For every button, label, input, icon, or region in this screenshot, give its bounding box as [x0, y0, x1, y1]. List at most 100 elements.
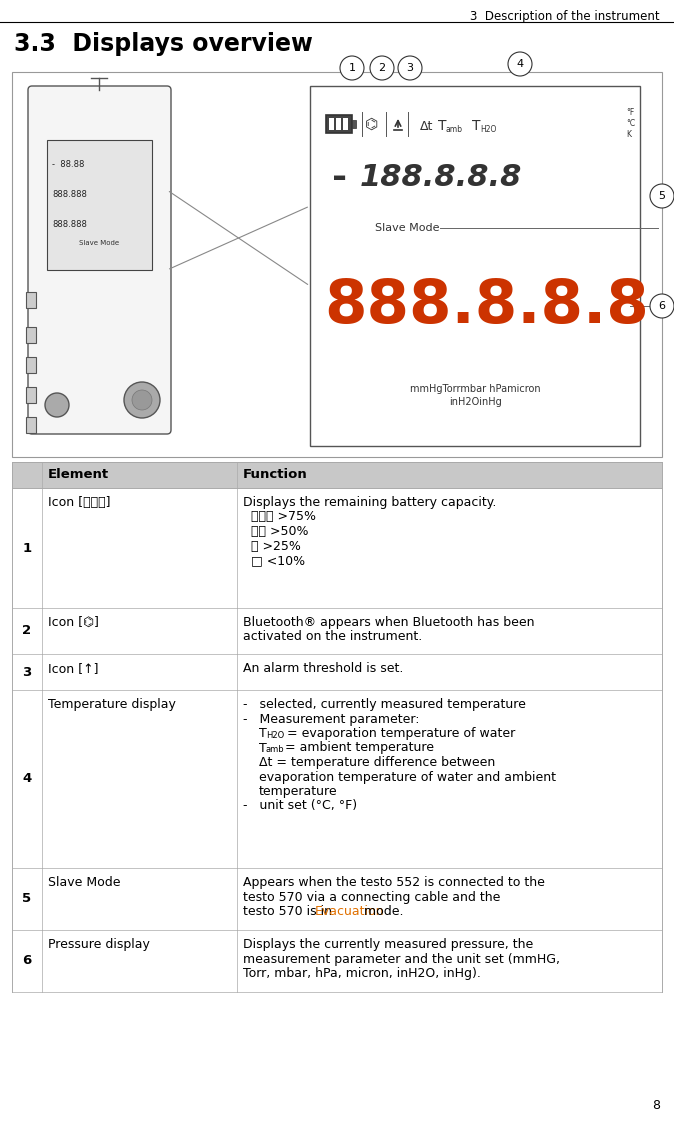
Text: Slave Mode: Slave Mode: [48, 876, 121, 889]
Text: ⧆ >25%: ⧆ >25%: [251, 539, 301, 553]
Circle shape: [370, 56, 394, 80]
Text: T: T: [259, 741, 267, 755]
Text: 5: 5: [22, 892, 32, 906]
Text: Appears when the testo 552 is connected to the: Appears when the testo 552 is connected …: [243, 876, 545, 889]
Bar: [26, 327, 36, 343]
Circle shape: [124, 382, 160, 418]
FancyBboxPatch shape: [28, 86, 171, 434]
Text: -  88.88: - 88.88: [52, 160, 84, 169]
Bar: [26, 417, 36, 433]
Text: testo 570 via a connecting cable and the: testo 570 via a connecting cable and the: [243, 890, 500, 904]
Circle shape: [650, 294, 674, 318]
Text: T: T: [438, 118, 446, 133]
Text: Pressure display: Pressure display: [48, 938, 150, 951]
Text: 6: 6: [658, 301, 665, 311]
Bar: [12, 869, 662, 929]
Text: -   selected, currently measured temperature: - selected, currently measured temperatu…: [243, 698, 526, 711]
Text: 2: 2: [378, 63, 386, 73]
Text: -   Measurement parameter:: - Measurement parameter:: [243, 713, 419, 725]
Bar: [310, 86, 640, 446]
Text: H2O: H2O: [480, 125, 496, 134]
Bar: [12, 72, 662, 457]
Text: 888.888: 888.888: [52, 220, 87, 229]
Text: Evacuation: Evacuation: [315, 905, 384, 918]
Text: Element: Element: [48, 468, 109, 482]
Text: 1: 1: [348, 63, 355, 73]
Text: An alarm threshold is set.: An alarm threshold is set.: [243, 662, 403, 675]
Bar: [26, 356, 36, 373]
Text: measurement parameter and the unit set (mmHG,: measurement parameter and the unit set (…: [243, 952, 560, 966]
Bar: [352, 120, 356, 127]
Text: T: T: [472, 118, 481, 133]
Bar: [26, 387, 36, 403]
Text: 4: 4: [516, 59, 524, 69]
Bar: [336, 118, 341, 130]
Bar: [47, 140, 152, 270]
Text: Slave Mode: Slave Mode: [79, 240, 119, 246]
Text: 5: 5: [658, 191, 665, 201]
Text: ⧆⧆ >50%: ⧆⧆ >50%: [251, 525, 309, 538]
Text: = ambient temperature: = ambient temperature: [281, 741, 434, 755]
Text: temperature: temperature: [259, 785, 338, 797]
Circle shape: [650, 184, 674, 208]
Text: 3  Description of the instrument: 3 Description of the instrument: [470, 10, 660, 23]
Text: -   unit set (°C, °F): - unit set (°C, °F): [243, 800, 357, 812]
Text: Δt = temperature difference between: Δt = temperature difference between: [259, 756, 495, 769]
Text: mmHgTorrmbar hPamicron: mmHgTorrmbar hPamicron: [410, 384, 541, 394]
Text: = evaporation temperature of water: = evaporation temperature of water: [283, 728, 515, 740]
Text: 2: 2: [22, 625, 32, 637]
Text: Torr, mbar, hPa, micron, inH2O, inHg).: Torr, mbar, hPa, micron, inH2O, inHg).: [243, 967, 481, 980]
Text: 6: 6: [22, 954, 32, 968]
Text: 888.888: 888.888: [52, 190, 87, 199]
Text: Icon [↑]: Icon [↑]: [48, 662, 98, 675]
Text: evaporation temperature of water and ambient: evaporation temperature of water and amb…: [259, 770, 556, 784]
Bar: [12, 462, 662, 488]
Circle shape: [398, 56, 422, 80]
Text: □ <10%: □ <10%: [251, 554, 305, 567]
Text: 3.3  Displays overview: 3.3 Displays overview: [14, 32, 313, 56]
Bar: [12, 929, 662, 992]
Text: H2O: H2O: [266, 731, 284, 740]
Text: T: T: [259, 728, 267, 740]
Circle shape: [508, 52, 532, 76]
Text: °F: °F: [626, 108, 634, 117]
Text: 8: 8: [652, 1099, 660, 1112]
Text: ⧆⧆⧆ >75%: ⧆⧆⧆ >75%: [251, 511, 316, 523]
Text: amb: amb: [446, 125, 463, 134]
Bar: [343, 118, 348, 130]
Bar: [326, 115, 352, 133]
Text: Displays the remaining battery capacity.: Displays the remaining battery capacity.: [243, 496, 496, 509]
Text: Icon [⧆⧆⧆]: Icon [⧆⧆⧆]: [48, 496, 111, 509]
Bar: [12, 488, 662, 608]
Text: mode.: mode.: [360, 905, 404, 918]
Bar: [12, 690, 662, 869]
Text: Icon [⌬]: Icon [⌬]: [48, 616, 99, 629]
Text: Δt: Δt: [420, 120, 433, 132]
Bar: [12, 654, 662, 690]
Text: 1: 1: [22, 541, 32, 555]
Text: Temperature display: Temperature display: [48, 698, 176, 711]
Text: amb: amb: [266, 746, 284, 755]
Text: inH2OinHg: inH2OinHg: [449, 397, 501, 407]
Text: activated on the instrument.: activated on the instrument.: [243, 631, 422, 643]
Circle shape: [132, 390, 152, 409]
Text: Function: Function: [243, 468, 307, 482]
Bar: [12, 608, 662, 654]
Text: -: -: [332, 161, 347, 195]
Text: testo 570 is in: testo 570 is in: [243, 905, 336, 918]
Text: 3: 3: [22, 666, 32, 679]
Text: 4: 4: [22, 773, 32, 785]
Circle shape: [45, 393, 69, 417]
Text: 188.8.8.8: 188.8.8.8: [360, 164, 522, 193]
Text: Slave Mode: Slave Mode: [375, 223, 439, 233]
Text: ⌬: ⌬: [365, 116, 379, 132]
Text: 888.8.8.8: 888.8.8.8: [324, 276, 649, 335]
Text: Bluetooth® appears when Bluetooth has been: Bluetooth® appears when Bluetooth has be…: [243, 616, 534, 629]
Text: 3: 3: [406, 63, 414, 73]
Bar: [329, 118, 334, 130]
Text: °C: °C: [626, 118, 635, 127]
Text: K: K: [626, 130, 631, 139]
Circle shape: [340, 56, 364, 80]
Bar: [26, 292, 36, 308]
Text: Displays the currently measured pressure, the: Displays the currently measured pressure…: [243, 938, 533, 951]
